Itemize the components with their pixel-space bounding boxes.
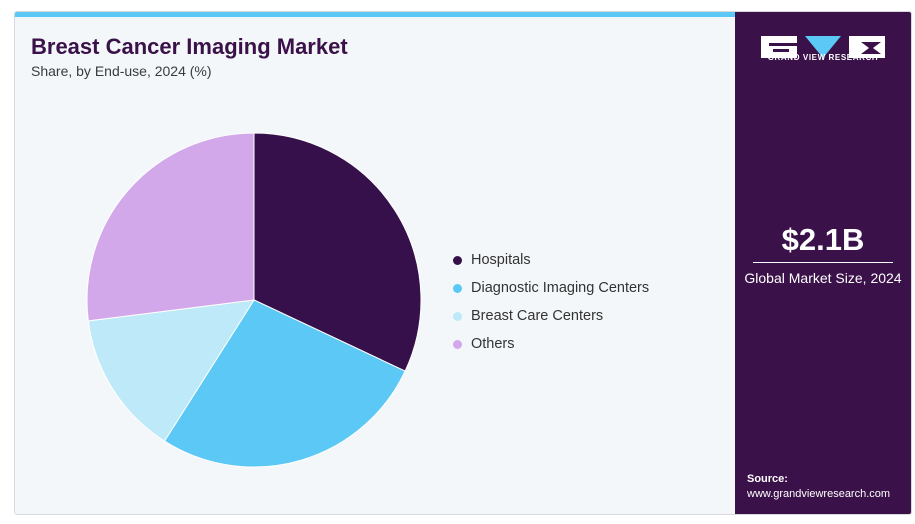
legend-item: Breast Care Centers [453, 302, 649, 330]
source-label: Source: [747, 473, 788, 485]
legend-swatch [453, 283, 462, 293]
pie-chart [86, 132, 422, 468]
pie-slice-hospitals [253, 132, 422, 372]
accent-bar [15, 12, 735, 17]
legend-item: Hospitals [453, 246, 649, 274]
chart-subtitle: Share, by End-use, 2024 (%) [31, 63, 212, 79]
pie-slice-diagnostic-imaging-centers [163, 299, 406, 468]
divider [753, 262, 893, 263]
legend-label: Diagnostic Imaging Centers [471, 280, 650, 296]
chart-panel: Breast Cancer Imaging Market Share, by E… [15, 12, 735, 514]
source-link[interactable]: www.grandviewresearch.com [747, 488, 891, 500]
pie-slice-breast-care-centers [87, 299, 255, 442]
legend-swatch [453, 255, 462, 265]
legend-label: Breast Care Centers [471, 308, 604, 324]
infographic-frame: Breast Cancer Imaging Market Share, by E… [14, 11, 912, 515]
legend-item: Diagnostic Imaging Centers [453, 274, 649, 302]
gvr-logo-icon [761, 36, 885, 58]
chart-legend: Hospitals Diagnostic Imaging Centers Breas… [453, 246, 649, 358]
summary-sidebar: GRAND VIEW RESEARCH $2.1B Global Market … [735, 12, 911, 514]
pie-slice-others [86, 132, 255, 322]
legend-item: Others [453, 330, 649, 358]
legend-label: Others [471, 336, 515, 352]
brand-name: GRAND VIEW RESEARCH [767, 53, 879, 62]
market-size-label: Global Market Size, 2024 [744, 270, 902, 286]
legend-label: Hospitals [471, 252, 531, 268]
legend-swatch [453, 339, 462, 349]
chart-title: Breast Cancer Imaging Market [31, 34, 348, 59]
legend-swatch [453, 311, 462, 321]
market-size-value: $2.1B [781, 222, 865, 257]
